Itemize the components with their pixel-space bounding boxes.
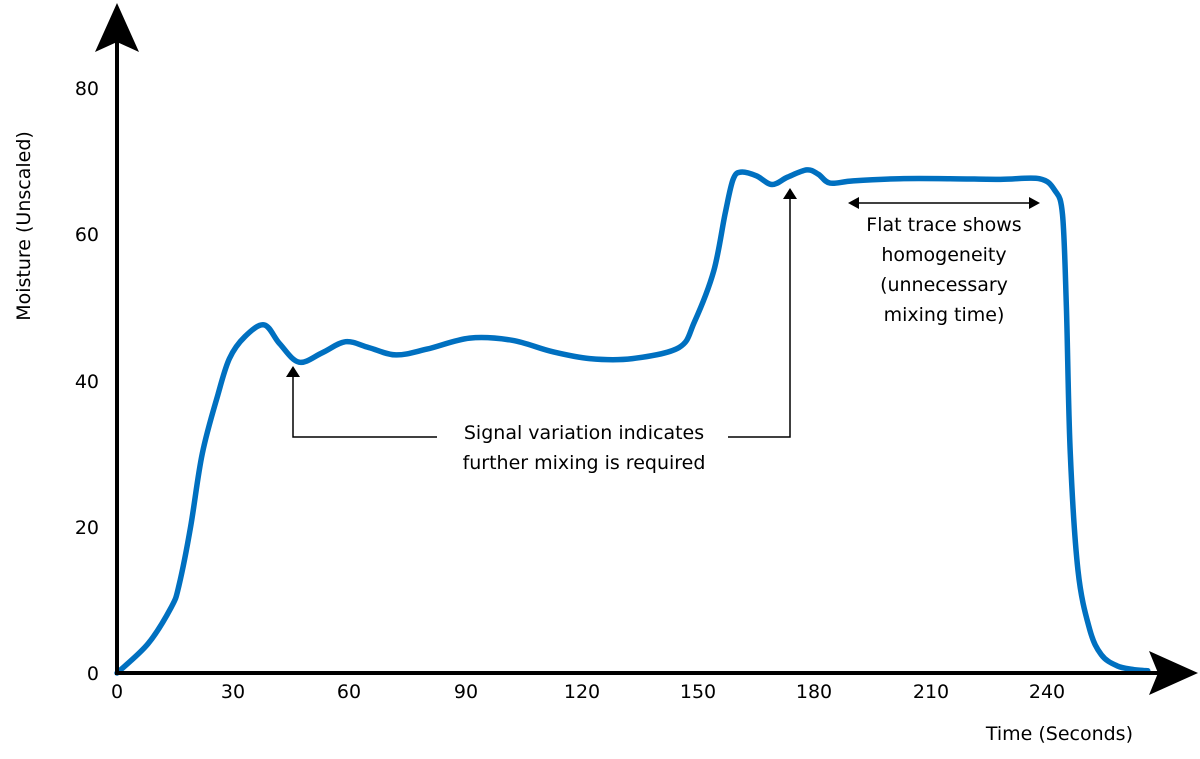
right-arrowhead-icon bbox=[783, 188, 797, 199]
span-right-arrowhead-icon bbox=[1029, 197, 1040, 209]
x-tick-label: 180 bbox=[796, 681, 832, 703]
flat-trace-text-line2: homogeneity bbox=[881, 244, 1006, 266]
y-tick-label: 0 bbox=[87, 663, 99, 685]
flat-trace-annotation: Flat trace shows homogeneity (unnecessar… bbox=[848, 197, 1040, 326]
x-tick-label: 30 bbox=[221, 681, 245, 703]
x-axis-title: Time (Seconds) bbox=[985, 723, 1133, 745]
signal-variation-annotation: Signal variation indicates further mixin… bbox=[286, 188, 797, 474]
x-axis bbox=[115, 651, 1198, 695]
moisture-trace-line bbox=[114, 167, 1151, 676]
y-tick-label: 80 bbox=[75, 78, 99, 100]
y-axis-arrow-icon bbox=[95, 3, 139, 52]
x-tick-label: 120 bbox=[564, 681, 600, 703]
x-tick-label: 240 bbox=[1029, 681, 1065, 703]
y-axis bbox=[95, 3, 139, 675]
x-tick-label: 150 bbox=[680, 681, 716, 703]
left-arrowhead-icon bbox=[286, 366, 300, 377]
y-tick-label: 20 bbox=[75, 517, 99, 539]
signal-variation-text-line2: further mixing is required bbox=[463, 452, 706, 474]
y-tick-label: 60 bbox=[75, 224, 99, 246]
flat-trace-text-line3: (unnecessary bbox=[880, 274, 1008, 296]
x-tick-label: 0 bbox=[111, 681, 123, 703]
span-left-arrowhead-icon bbox=[848, 197, 859, 209]
flat-trace-text-line1: Flat trace shows bbox=[866, 214, 1021, 236]
x-tick-label: 210 bbox=[913, 681, 949, 703]
y-tick-labels: 0 20 40 60 80 bbox=[75, 78, 99, 685]
flat-trace-text-line4: mixing time) bbox=[884, 304, 1005, 326]
x-tick-labels: 0 30 60 90 120 150 180 210 240 bbox=[111, 681, 1065, 703]
x-tick-label: 90 bbox=[454, 681, 478, 703]
right-leader-line bbox=[728, 198, 791, 438]
y-tick-label: 40 bbox=[75, 371, 99, 393]
x-axis-arrow-icon bbox=[1149, 651, 1198, 695]
left-leader-line bbox=[292, 376, 437, 438]
x-tick-label: 60 bbox=[337, 681, 361, 703]
signal-variation-text-line1: Signal variation indicates bbox=[464, 422, 704, 444]
y-axis-title: Moisture (Unscaled) bbox=[13, 131, 35, 321]
